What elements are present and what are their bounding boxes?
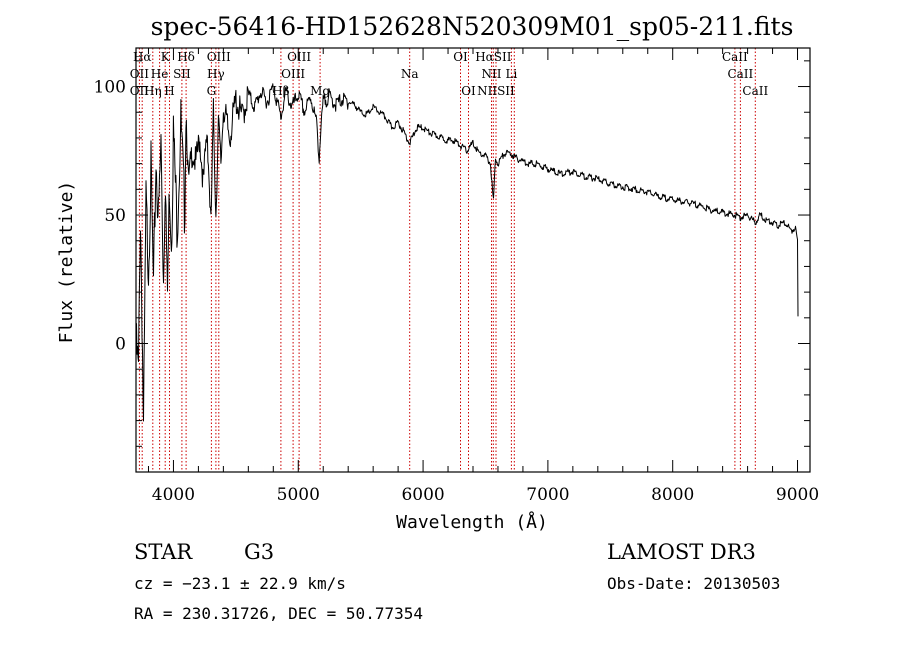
- spectral-line-label: NIISII: [477, 84, 515, 98]
- spectral-line-label: Hη: [144, 84, 162, 98]
- spectral-line-label: OI: [461, 84, 476, 98]
- spectral-line-label: Mg: [310, 84, 330, 98]
- spectral-line-label: CaII: [727, 67, 753, 81]
- y-tick-label-0: 0: [115, 335, 126, 355]
- plot-frame: [135, 47, 811, 473]
- survey-name: LAMOST DR3: [607, 540, 756, 564]
- x-tick-label-6000: 6000: [401, 485, 444, 505]
- x-tick-label-4000: 4000: [152, 485, 195, 505]
- x-tick-label-9000: 9000: [776, 485, 819, 505]
- spectral-line-label: Hβ: [272, 84, 289, 98]
- spectral-line-label: Li: [506, 67, 518, 81]
- x-tick-label-8000: 8000: [651, 485, 694, 505]
- chart-title: spec-56416-HD152628N520309M01_sp05-211.f…: [151, 12, 794, 41]
- object-class: STAR: [134, 540, 193, 564]
- spectral-line-label: OIII: [281, 67, 305, 81]
- spectral-line-label: NII: [481, 67, 501, 81]
- spectral-line-label: OIII: [287, 50, 311, 64]
- y-tick-label-50: 50: [104, 206, 126, 226]
- spectral-line-label: CaII: [722, 50, 748, 64]
- observation-date: Obs-Date: 20130503: [607, 574, 780, 593]
- x-tick-label-7000: 7000: [526, 485, 569, 505]
- spectral-line-label: Hγ: [207, 67, 225, 81]
- spectrum-series: [135, 83, 799, 422]
- spectral-line-label: K: [161, 50, 171, 64]
- spectral-line-label: HαSII: [475, 50, 512, 64]
- spectral-line-label: CaII: [742, 84, 768, 98]
- spectral-line-label: He: [151, 67, 169, 81]
- spectral-line-label: OII: [130, 67, 150, 81]
- spectral-line-label: H: [164, 84, 174, 98]
- spectral-subclass: G3: [244, 540, 274, 564]
- spectral-line-label: SII: [173, 67, 191, 81]
- spectral-line-label: OII: [130, 84, 150, 98]
- spectral-line-label: Hδ: [177, 50, 195, 64]
- y-axis-title: Flux (relative): [56, 181, 77, 344]
- y-tick-label-100: 100: [94, 78, 126, 98]
- x-tick-label-5000: 5000: [277, 485, 320, 505]
- spectral-line-label: OIII: [207, 50, 231, 64]
- x-axis-title: Wavelength (Å): [396, 511, 548, 533]
- spectral-line-markers: [138, 48, 756, 472]
- redshift-cz: cz = −23.1 ± 22.9 km/s: [134, 574, 346, 593]
- coordinates: RA = 230.31726, DEC = 50.77354: [134, 604, 423, 623]
- spectral-line-label: OI: [453, 50, 468, 64]
- spectral-line-label: Na: [401, 67, 419, 81]
- axis-ticks: 4000 5000 6000 7000 8000 9000 0 50 100: [94, 48, 819, 505]
- series-spectrum: [135, 83, 799, 422]
- spectral-line-label: G: [207, 84, 217, 98]
